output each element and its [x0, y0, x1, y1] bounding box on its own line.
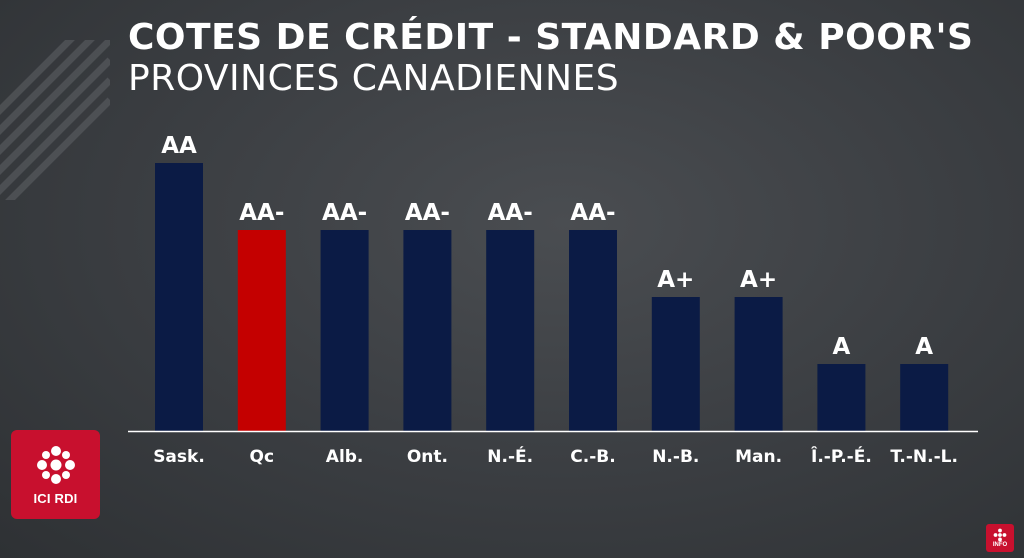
- category-label: N.-É.: [487, 445, 533, 467]
- category-label: Qc: [250, 447, 275, 467]
- bar: [320, 230, 369, 431]
- category-label: Alb.: [326, 447, 364, 467]
- info-badge: INFO: [986, 524, 1014, 552]
- bar: [486, 230, 535, 431]
- chart-title: COTES DE CRÉDIT - STANDARD & POOR'S: [128, 17, 974, 58]
- data-label: AA-: [322, 200, 367, 226]
- bar: [569, 230, 617, 431]
- bar: [237, 230, 286, 431]
- category-label: Sask.: [153, 447, 205, 467]
- badge-text: INFO: [992, 541, 1008, 548]
- data-label: AA-: [488, 200, 533, 226]
- data-label: AA: [161, 133, 197, 159]
- data-label: A: [832, 334, 850, 360]
- category-label: Î.-P.-É.: [811, 445, 872, 467]
- category-label: N.-B.: [652, 447, 699, 467]
- data-label: AA-: [405, 200, 450, 226]
- bar: [403, 230, 452, 431]
- bar: [817, 364, 866, 431]
- category-label: C.-B.: [570, 447, 615, 467]
- data-label: A+: [657, 267, 694, 293]
- decorative-stripes: [0, 40, 110, 200]
- category-label: Ont.: [407, 447, 448, 467]
- bar: [651, 297, 700, 431]
- data-label: A+: [740, 267, 777, 293]
- category-label: Man.: [735, 447, 782, 467]
- category-label: T.-N.-L.: [890, 447, 958, 467]
- data-label: AA-: [239, 200, 284, 226]
- data-label: AA-: [570, 200, 615, 226]
- bar: [734, 297, 783, 431]
- logo-text: ICI RDI: [33, 491, 78, 506]
- radio-canada-gem-icon: [36, 446, 75, 484]
- bar: [155, 163, 203, 431]
- bar: [900, 364, 949, 431]
- chart-subtitle: PROVINCES CANADIENNES: [128, 58, 620, 99]
- data-label: A: [915, 334, 933, 360]
- ici-rdi-logo: ICI RDI: [11, 430, 100, 519]
- radio-canada-gem-icon: [993, 528, 1007, 541]
